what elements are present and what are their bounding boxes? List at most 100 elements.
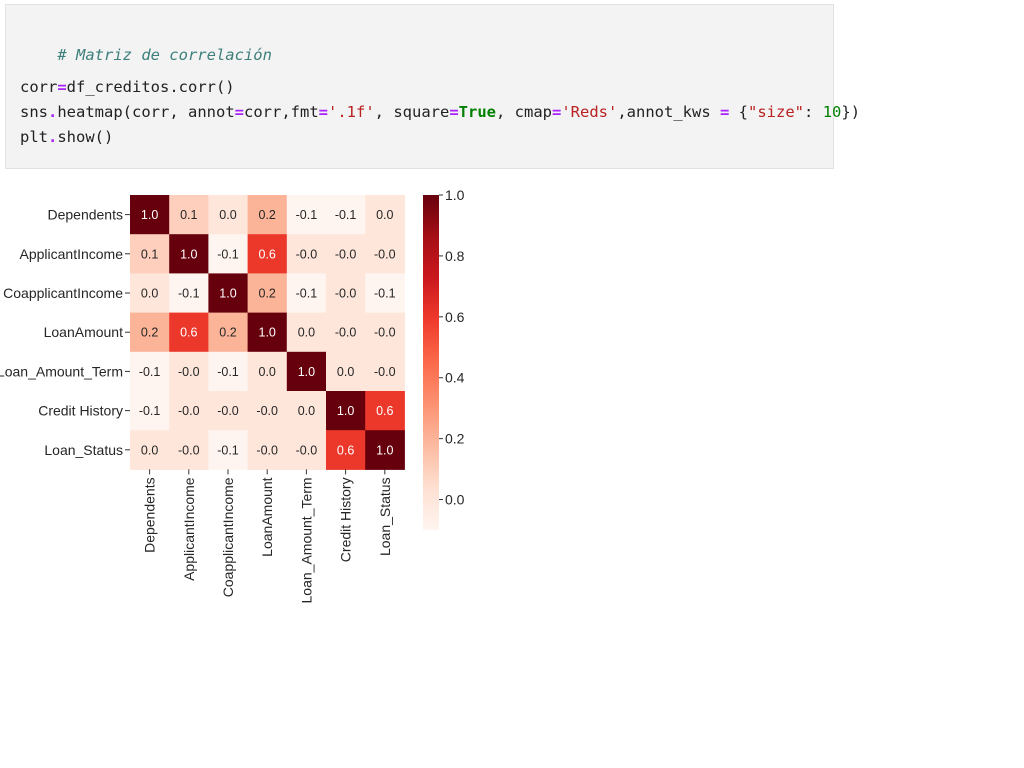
cell-annotation: 1.0 [298, 365, 315, 379]
heatmap-cell [130, 430, 170, 470]
x-tick-label: Loan_Status [377, 477, 393, 556]
cell-annotation: -0.0 [335, 326, 357, 340]
code-token: corr [20, 78, 58, 96]
heatmap-cell [326, 234, 366, 274]
heatmap-cell [130, 234, 170, 274]
x-tick-label: Credit History [338, 477, 354, 562]
code-token: { [729, 103, 749, 121]
heatmap-cell [130, 195, 170, 235]
heatmap-cell [130, 273, 170, 314]
heatmap-cell [326, 312, 366, 353]
cell-annotation: 0.0 [141, 443, 158, 457]
heatmap-cell [365, 273, 405, 314]
cell-annotation: 0.0 [298, 404, 315, 418]
cell-annotation: -0.1 [296, 287, 318, 301]
code-line-2: sns.heatmap(corr, annot=corr,fmt='.1f', … [20, 103, 860, 121]
colorbar-tick-label: 0.8 [445, 248, 465, 264]
cell-annotation: -0.0 [178, 365, 200, 379]
code-keyword: True [458, 103, 496, 121]
heatmap-cell [326, 391, 366, 431]
heatmap-cell [247, 430, 288, 470]
cell-annotation: 0.0 [376, 208, 393, 222]
cell-annotation: 0.0 [141, 287, 158, 301]
code-operator: = [720, 103, 730, 121]
heatmap-cell [365, 351, 405, 392]
code-operator: = [552, 103, 562, 121]
y-tick-label: ApplicantIncome [19, 246, 123, 262]
code-operator: . [48, 128, 58, 146]
heatmap-cell [326, 195, 366, 235]
code-token: : [804, 103, 823, 121]
colorbar [423, 195, 439, 530]
cell-annotation: -0.1 [296, 208, 318, 222]
cell-annotation: -0.1 [139, 365, 161, 379]
y-tick-label: Credit History [38, 403, 123, 419]
heatmap-cell [247, 391, 288, 431]
cell-annotation: 0.0 [298, 326, 315, 340]
cell-annotation: 0.0 [259, 365, 276, 379]
code-string: "size" [748, 103, 805, 121]
cell-annotation: -0.0 [217, 404, 239, 418]
code-line-3: plt.show() [20, 128, 113, 146]
heatmap-cell [365, 195, 405, 235]
heatmap-cell [326, 273, 366, 314]
heatmap-cell [365, 234, 405, 274]
cell-annotation: -0.0 [335, 247, 357, 261]
heatmap-cell [286, 312, 327, 353]
code-token: plt [20, 128, 48, 146]
cell-annotation: 1.0 [337, 404, 354, 418]
code-token: sns [20, 103, 48, 121]
cell-annotation: -0.0 [374, 365, 396, 379]
code-token: df_creditos.corr() [66, 78, 235, 96]
heatmap-cell [130, 312, 170, 353]
heatmap-cell [169, 234, 209, 274]
x-tick-label: CoapplicantIncome [220, 477, 236, 597]
code-token: , square [374, 103, 450, 121]
code-string: '.1f' [328, 103, 375, 121]
colorbar-tick-label: 1.0 [445, 187, 465, 203]
heatmap-cell [208, 391, 249, 431]
heatmap-cell [247, 195, 288, 235]
cell-annotation: 1.0 [259, 326, 276, 340]
heatmap-cell [365, 430, 405, 470]
code-token: corr,fmt [244, 103, 319, 121]
heatmap-cell [286, 430, 327, 470]
heatmap-cell [169, 312, 209, 353]
heatmap-cell [130, 351, 170, 392]
heatmap-cell [169, 430, 209, 470]
colorbar-tick-label: 0.2 [445, 431, 465, 447]
code-operator: = [234, 103, 244, 121]
code-number: 10 [822, 103, 842, 121]
cell-annotation: 0.2 [259, 287, 276, 301]
heatmap-cell [326, 430, 366, 470]
cell-annotation: 0.6 [376, 404, 393, 418]
heatmap-cell [247, 273, 288, 314]
heatmap-cell [130, 391, 170, 431]
cell-annotation: -0.0 [296, 443, 318, 457]
cell-annotation: -0.0 [374, 247, 396, 261]
heatmap-cell [208, 430, 249, 470]
cell-annotation: 1.0 [141, 208, 158, 222]
code-string: 'Reds' [561, 103, 618, 121]
cell-annotation: 0.6 [259, 247, 276, 261]
x-tick-label: ApplicantIncome [181, 477, 197, 581]
heatmap-cell [208, 195, 249, 235]
heatmap-cell [365, 312, 405, 353]
code-cell[interactable]: # Matriz de correlación corr = df_creditos… [5, 4, 860, 169]
cell-annotation: -0.0 [296, 247, 318, 261]
y-tick-label: Loan_Amount_Term [0, 363, 123, 379]
x-tick-label: Loan_Amount_Term [298, 477, 314, 603]
cell-annotation: -0.1 [217, 247, 239, 261]
heatmap-cell [208, 312, 249, 353]
heatmap-cell [326, 351, 366, 392]
cell-annotation: -0.1 [335, 208, 357, 222]
code-token: , cmap [496, 103, 552, 121]
x-tick-label: Dependents [142, 477, 158, 553]
cell-annotation: -0.1 [217, 443, 239, 457]
cell-annotation: 0.1 [180, 208, 197, 222]
y-tick-label: Loan_Status [44, 442, 123, 458]
code-token: show() [57, 128, 114, 146]
code-comment-line: # Matriz de correlación [20, 28, 272, 82]
colorbar-tick-label: 0.6 [445, 309, 465, 325]
heatmap-cell [286, 234, 327, 274]
